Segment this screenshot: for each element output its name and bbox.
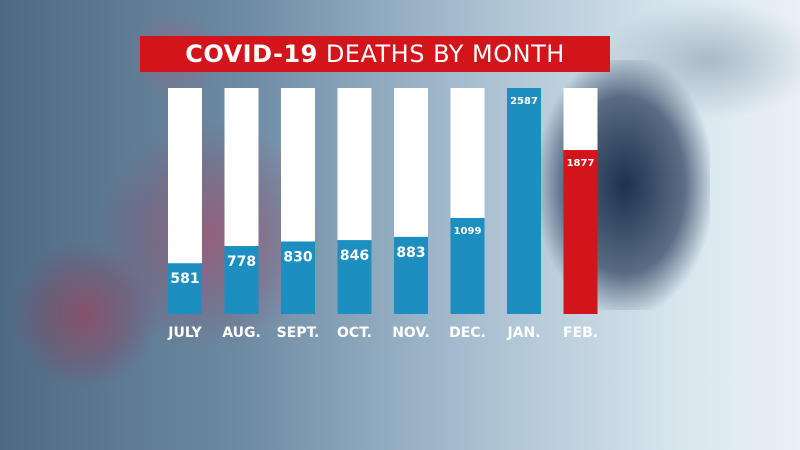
bar-value-label: 830 [283,249,312,265]
bar-value-label: 846 [340,248,369,264]
month-label: JAN. [506,325,540,341]
month-label: OCT. [337,325,372,341]
bar-value-label: 778 [227,254,256,270]
month-label: AUG. [222,325,261,341]
bar-dec [450,217,485,314]
bar-value-label: 581 [170,271,199,287]
bar-july [168,263,202,314]
bar-value-label: 883 [396,245,425,261]
bar-nov [394,236,428,314]
bar-value-label: 1099 [454,226,482,237]
month-label: DEC. [449,325,486,341]
title-rest: DEATHS BY MONTH [325,40,565,68]
month-label: FEB. [563,325,598,341]
bar-aug [224,246,259,314]
month-label: SEPT. [277,325,320,341]
month-label: NOV. [392,325,430,341]
title-bold: COVID-19 [185,40,318,68]
month-label: JULY [167,325,202,341]
bar-value-label: 1877 [567,158,595,169]
chart-title: COVID-19 DEATHS BY MONTH [140,36,610,72]
microscope-body-image [600,0,800,120]
bar-sept [281,241,315,314]
bar-feb [563,150,598,314]
bar-jan [507,88,541,314]
bar-value-label: 2587 [510,96,538,107]
bar-oct [337,240,372,314]
